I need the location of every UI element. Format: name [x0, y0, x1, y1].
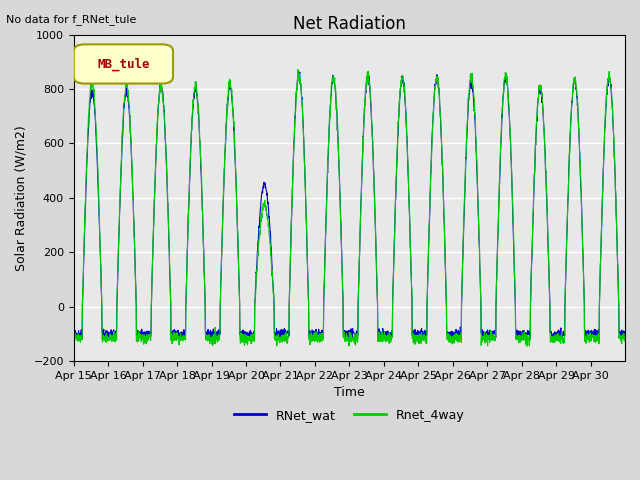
RNet_wat	[244, 332, 252, 338]
RNet_wat	[547, 329, 555, 335]
Rnet_4way	[244, 337, 252, 343]
Title: Net Radiation: Net Radiation	[293, 15, 406, 33]
Line: RNet_wat: RNet_wat	[74, 72, 625, 341]
Rnet_4way	[621, 334, 629, 339]
RNet_wat	[132, 338, 140, 344]
Rnet_4way	[383, 335, 390, 341]
RNet_wat	[70, 330, 77, 336]
Text: MB_tule: MB_tule	[97, 57, 150, 71]
Rnet_4way	[70, 330, 77, 336]
Legend: RNet_wat, Rnet_4way: RNet_wat, Rnet_4way	[230, 404, 469, 427]
FancyBboxPatch shape	[74, 44, 173, 84]
Text: No data for f_RNet_tule: No data for f_RNet_tule	[6, 14, 137, 25]
Rnet_4way	[125, 99, 132, 105]
X-axis label: Time: Time	[334, 386, 365, 399]
RNet_wat	[621, 331, 629, 336]
RNet_wat	[296, 69, 303, 75]
Rnet_4way	[614, 261, 621, 266]
RNet_wat	[383, 329, 390, 335]
Rnet_4way	[516, 336, 524, 342]
Line: Rnet_4way: Rnet_4way	[74, 70, 625, 346]
Rnet_4way	[547, 335, 555, 340]
RNet_wat	[614, 259, 621, 265]
Y-axis label: Solar Radiation (W/m2): Solar Radiation (W/m2)	[15, 125, 28, 271]
Rnet_4way	[294, 67, 302, 72]
Rnet_4way	[524, 343, 531, 349]
RNet_wat	[125, 105, 132, 110]
RNet_wat	[516, 335, 524, 341]
